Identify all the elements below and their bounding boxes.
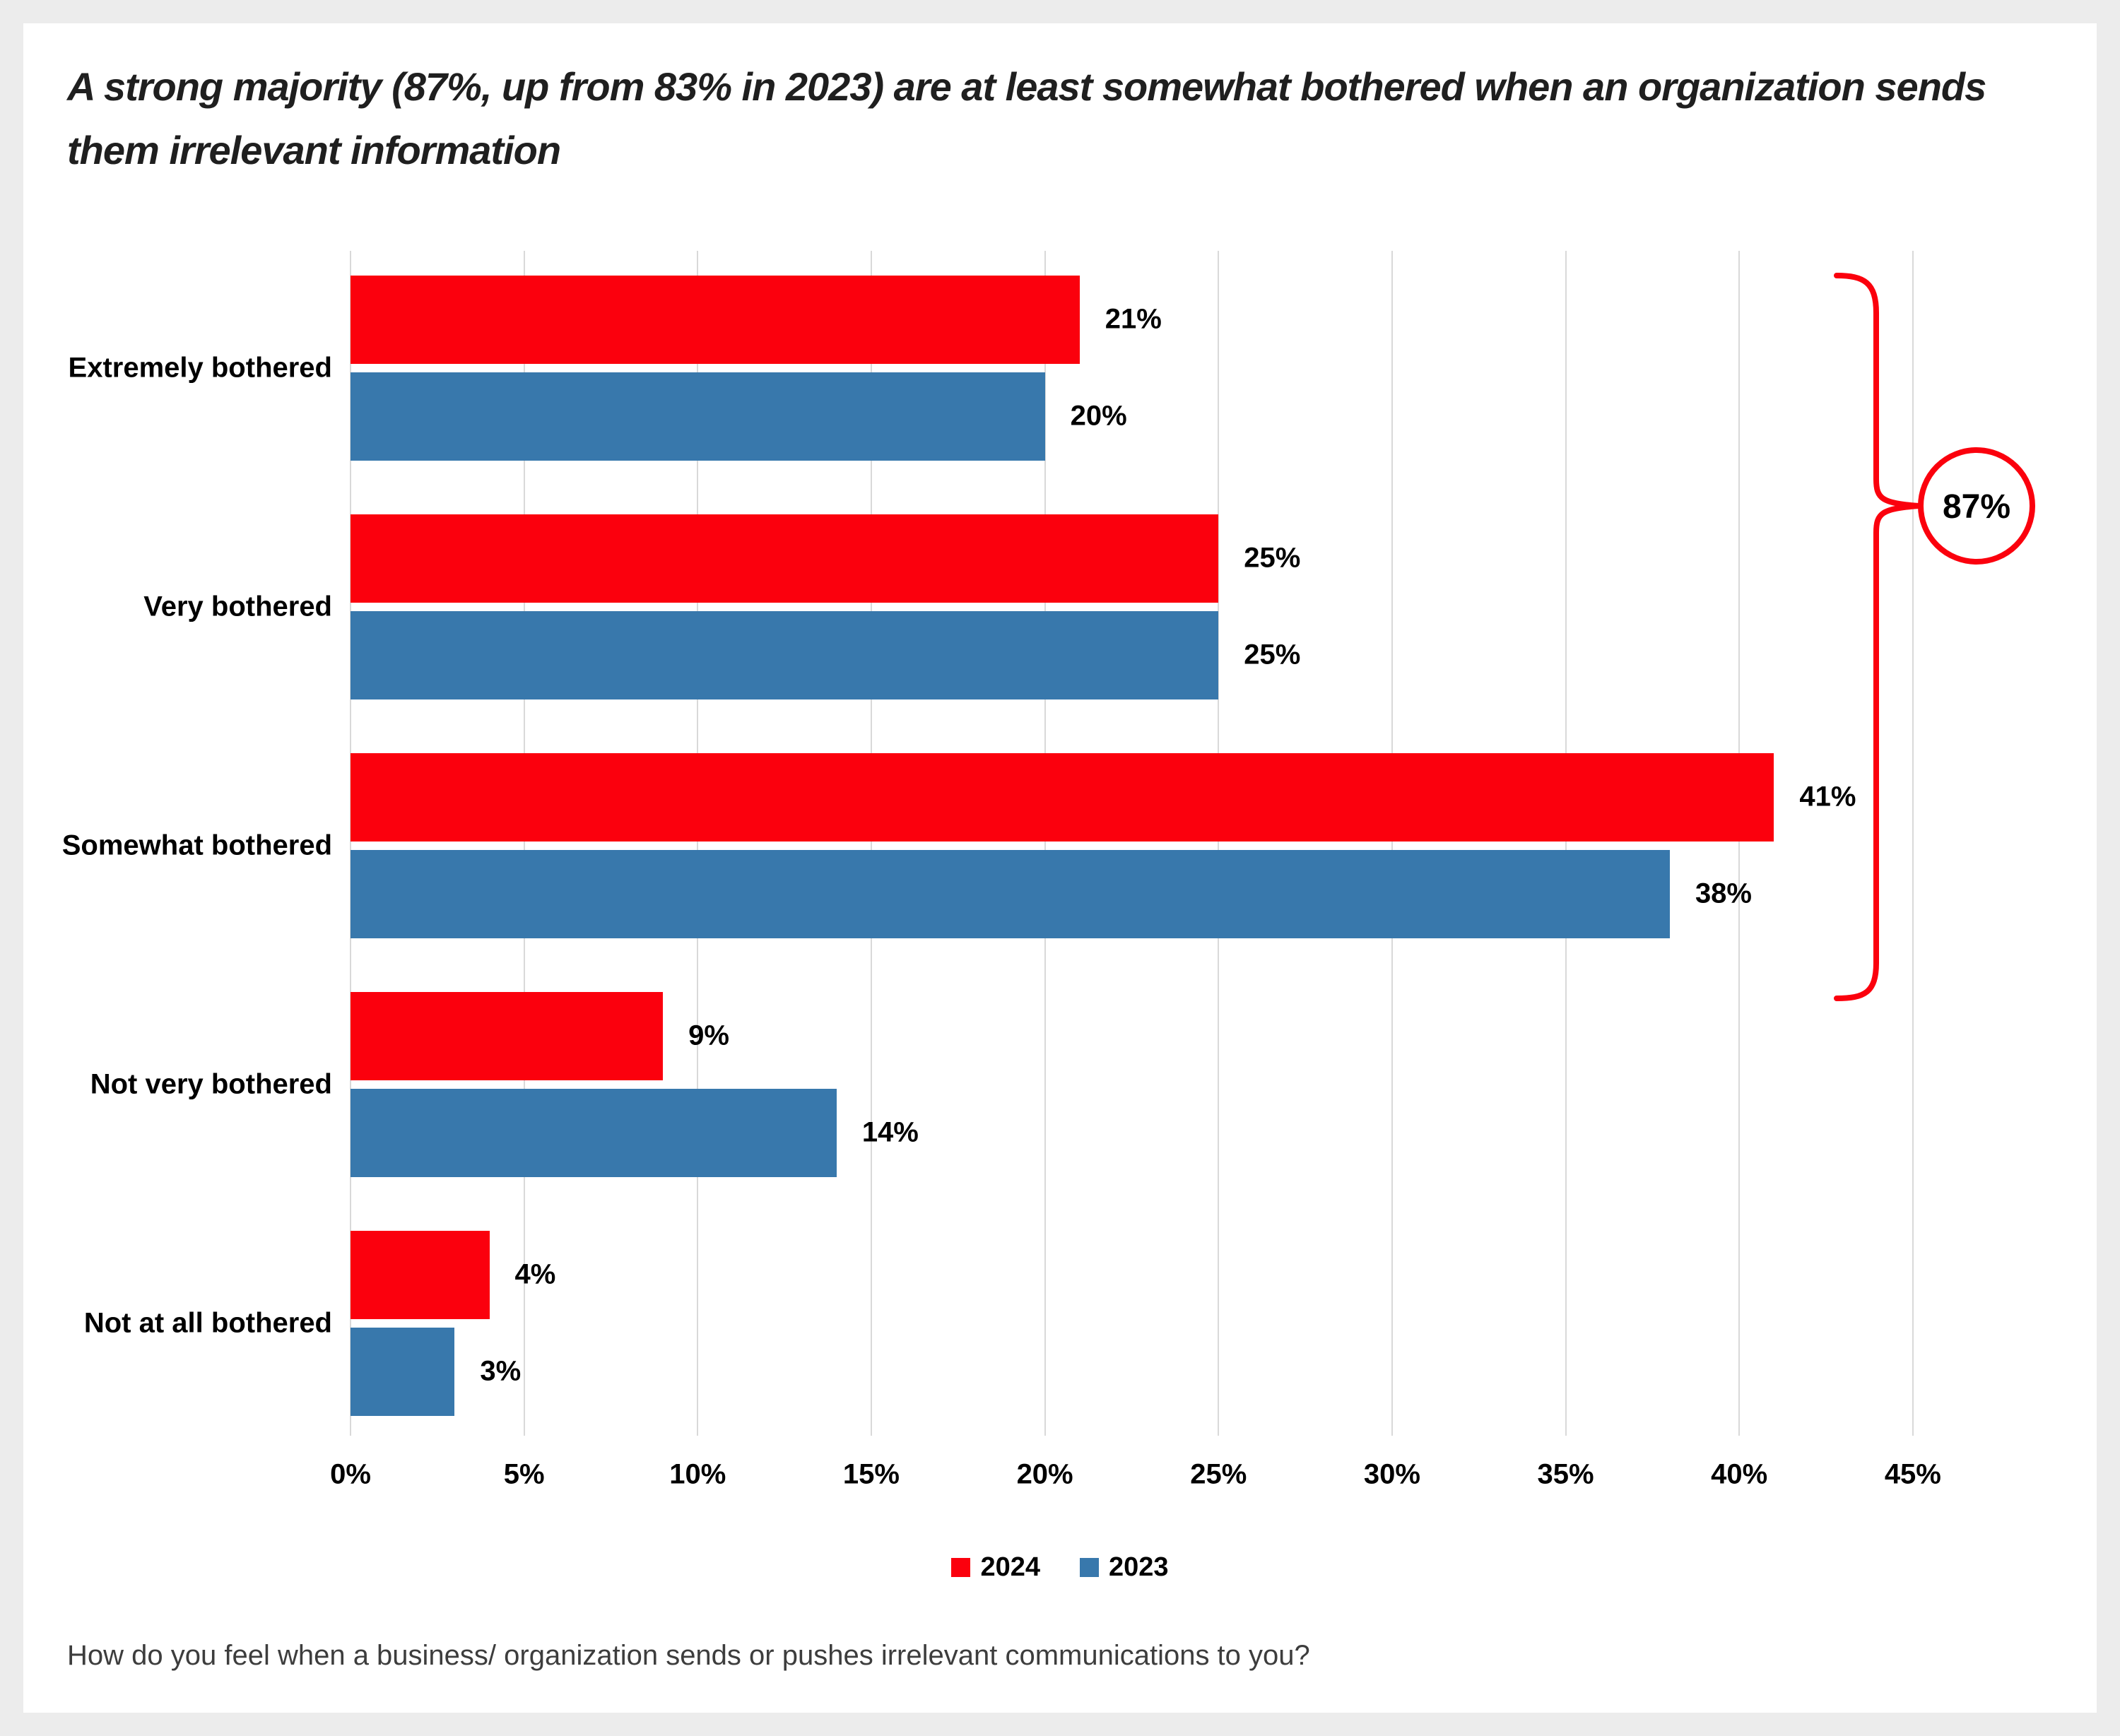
x-axis-tick-20: 20% xyxy=(1016,1458,1073,1490)
chart-legend: 2024 2023 xyxy=(23,1552,2097,1583)
bar-value-2023-not-at-all-bothered: 3% xyxy=(480,1355,522,1387)
legend-item-2024: 2024 xyxy=(951,1552,1040,1583)
bar-2023-not-very-bothered xyxy=(351,1089,837,1177)
bar-value-2023-extremely-bothered: 20% xyxy=(1070,400,1127,432)
bar-value-2023-somewhat-bothered: 38% xyxy=(1695,878,1752,909)
gridline-30 xyxy=(1391,251,1393,1436)
category-label-not-very-bothered: Not very bothered xyxy=(90,1068,332,1100)
gridline-5 xyxy=(523,251,525,1436)
x-axis-tick-5: 5% xyxy=(503,1458,545,1490)
survey-question: How do you feel when a business/ organiz… xyxy=(67,1640,1310,1671)
bar-2023-somewhat-bothered xyxy=(351,850,1670,938)
bar-2024-not-at-all-bothered xyxy=(351,1231,490,1319)
gridline-40 xyxy=(1738,251,1741,1436)
legend-label-2024: 2024 xyxy=(980,1552,1040,1582)
bar-2024-very-bothered xyxy=(351,514,1219,603)
plot-area: 0% 5% 10% 15% 20% 25% 30% 35% 40% 45% Extremely bo… xyxy=(23,23,2097,1713)
legend-swatch-2023 xyxy=(1080,1558,1099,1577)
gridline-45 xyxy=(1912,251,1914,1436)
bar-2023-very-bothered xyxy=(351,611,1219,699)
gridline-10 xyxy=(697,251,699,1436)
x-axis-tick-15: 15% xyxy=(842,1458,900,1490)
x-axis-tick-30: 30% xyxy=(1363,1458,1420,1490)
legend-label-2023: 2023 xyxy=(1109,1552,1169,1582)
gridline-20 xyxy=(1044,251,1046,1436)
category-label-very-bothered: Very bothered xyxy=(143,591,332,622)
x-axis-tick-10: 10% xyxy=(669,1458,726,1490)
bar-2023-extremely-bothered xyxy=(351,372,1045,461)
bar-value-2023-not-very-bothered: 14% xyxy=(861,1116,919,1148)
bar-2024-not-very-bothered xyxy=(351,992,664,1080)
chart-card: A strong majority (87%, up from 83% in 2… xyxy=(23,23,2097,1713)
chart-title: A strong majority (87%, up from 83% in 2… xyxy=(67,64,1986,172)
gridline-35 xyxy=(1565,251,1567,1436)
x-axis-tick-0: 0% xyxy=(330,1458,371,1490)
category-label-somewhat-bothered: Somewhat bothered xyxy=(61,829,332,861)
bar-value-2024-somewhat-bothered: 41% xyxy=(1799,781,1856,813)
x-axis-tick-40: 40% xyxy=(1711,1458,1768,1490)
bar-value-2023-very-bothered: 25% xyxy=(1244,639,1301,671)
x-axis-tick-35: 35% xyxy=(1537,1458,1594,1490)
category-label-not-at-all-bothered: Not at all bothered xyxy=(83,1307,332,1339)
bar-value-2024-not-at-all-bothered: 4% xyxy=(514,1258,556,1290)
gridline-15 xyxy=(870,251,872,1436)
legend-item-2023: 2023 xyxy=(1080,1552,1169,1583)
bar-2024-extremely-bothered xyxy=(351,276,1080,364)
bar-value-2024-very-bothered: 25% xyxy=(1244,542,1301,574)
bar-value-2024-extremely-bothered: 21% xyxy=(1105,303,1162,335)
x-axis-tick-25: 25% xyxy=(1190,1458,1247,1490)
category-label-extremely-bothered: Extremely bothered xyxy=(68,352,332,384)
legend-swatch-2024 xyxy=(951,1558,971,1577)
x-axis-tick-45: 45% xyxy=(1884,1458,1941,1490)
bar-value-2024-not-very-bothered: 9% xyxy=(688,1020,729,1051)
gridline-25 xyxy=(1218,251,1220,1436)
gridline-0 xyxy=(350,251,351,1436)
bar-2024-somewhat-bothered xyxy=(351,753,1774,842)
bar-2023-not-at-all-bothered xyxy=(351,1328,455,1416)
